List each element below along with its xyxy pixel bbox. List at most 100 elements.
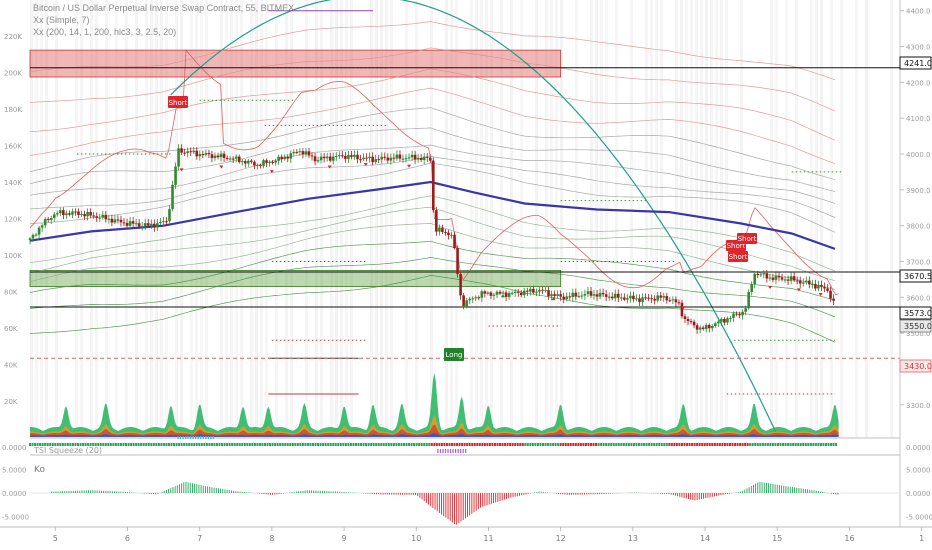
squeeze-dot — [92, 443, 95, 446]
candle-body — [413, 154, 417, 160]
squeeze-dot — [592, 443, 595, 446]
long-badge-1[interactable]: Long — [444, 348, 464, 361]
candle-body — [359, 159, 362, 161]
shading-stripe — [55, 0, 58, 437]
squeeze-dot — [109, 443, 112, 446]
squeeze-dot — [589, 443, 592, 446]
oscillator-right-tick: 0.0000 — [906, 490, 931, 498]
candle-body — [180, 148, 183, 153]
squeeze-dot — [125, 443, 128, 446]
squeeze-dot — [797, 443, 800, 446]
squeeze-dot — [46, 443, 49, 446]
indicator-legend-1[interactable]: Xx (Simple, 7) — [33, 15, 90, 25]
candle-body — [28, 238, 32, 240]
squeeze-dot — [728, 443, 731, 446]
squeeze-dot — [683, 443, 686, 446]
shading-stripe — [90, 0, 93, 437]
price-label-d-text: 3550.0 — [904, 322, 932, 331]
candle-body — [759, 274, 763, 276]
indicator-legend-2[interactable]: Xx (200, 14, 1, 200, hlc3, 3, 2.5, 20) — [33, 27, 177, 37]
symbol-title[interactable]: Bitcoin / US Dollar Perpetual Inverse Sw… — [33, 3, 295, 13]
candle-body — [253, 161, 256, 166]
candle-body — [571, 292, 575, 298]
shading-stripe — [890, 0, 893, 437]
candle-body — [598, 292, 602, 297]
short-badge-3[interactable]: Short — [737, 233, 757, 244]
price-label-d[interactable]: 3550.0 — [899, 319, 932, 333]
shading-stripe — [740, 0, 743, 437]
right-tick-label: 4200.0 — [906, 79, 931, 87]
candle-body — [386, 157, 390, 161]
price-label-b[interactable]: 3670.5 — [899, 269, 932, 283]
candle-body — [780, 277, 784, 280]
squeeze-dot — [319, 443, 322, 446]
time-tick-label: 1 — [919, 534, 924, 543]
shading-stripe — [320, 0, 323, 437]
squeeze-dot — [792, 443, 795, 446]
candle-body — [683, 316, 687, 319]
resistance-zone — [29, 49, 562, 78]
left-tick-label: 80K — [4, 289, 18, 297]
short-badge-4[interactable]: Short — [728, 251, 748, 262]
shading-stripe — [180, 0, 183, 437]
candle-body — [338, 155, 341, 157]
squeeze-dot — [200, 443, 203, 446]
candle-body — [650, 298, 653, 300]
price-label-e[interactable]: 3430.0 — [899, 359, 932, 373]
candle-body — [765, 273, 769, 279]
squeeze-dot — [59, 443, 62, 446]
squeeze-pane — [29, 436, 838, 453]
candle-body — [350, 155, 353, 157]
squeeze-dot — [269, 443, 272, 446]
squeeze-dot — [547, 443, 550, 446]
squeeze-dot — [122, 443, 125, 446]
candle-body — [583, 293, 587, 296]
squeeze-dot — [549, 443, 552, 446]
candle-body — [568, 296, 572, 298]
envelope-band — [29, 21, 836, 81]
squeeze-dot — [271, 443, 274, 446]
squeeze-dot — [155, 443, 158, 446]
candle-body — [735, 313, 738, 315]
short-badge-1[interactable]: Short — [168, 96, 188, 108]
candle-body — [662, 296, 666, 298]
candle-body — [644, 297, 647, 299]
candle-body — [604, 294, 608, 297]
candle-body — [401, 158, 405, 160]
price-label-a[interactable]: 4241.0 — [899, 56, 932, 70]
candle-body — [295, 151, 299, 153]
squeeze-dot — [645, 443, 648, 446]
shading-stripe — [675, 0, 678, 437]
squeeze-dot — [165, 443, 168, 446]
shading-stripe — [775, 0, 778, 437]
candle-body — [37, 227, 41, 235]
candle-body — [726, 318, 729, 323]
price-label-c[interactable]: 3573.0 — [899, 306, 932, 320]
squeeze-dot — [511, 443, 514, 446]
squeeze-dot — [617, 443, 620, 446]
price-label-a-text: 4241.0 — [904, 59, 932, 68]
squeeze-dot — [344, 443, 347, 446]
squeeze-dot — [562, 443, 565, 446]
volume-layer — [30, 432, 839, 437]
envelope-band — [29, 47, 836, 112]
left-tick-label: 160K — [4, 143, 22, 151]
squeeze-dot — [218, 443, 221, 446]
candle-body — [289, 153, 293, 159]
squeeze-dot — [807, 443, 810, 446]
shading-stripe — [650, 0, 653, 437]
squeeze-dot — [731, 443, 734, 446]
squeeze-dot — [678, 443, 681, 446]
shading-stripe — [255, 0, 258, 437]
squeeze-marker — [192, 436, 194, 439]
candle-body — [65, 213, 68, 215]
squeeze-dot — [741, 443, 744, 446]
shading-stripe — [30, 0, 33, 437]
squeeze-dot — [787, 443, 790, 446]
shading-stripe — [550, 0, 553, 437]
candle-body — [43, 218, 47, 226]
squeeze-dot — [817, 443, 820, 446]
squeeze-dot — [506, 443, 509, 446]
squeeze-dot — [814, 443, 817, 446]
envelope-band — [29, 275, 836, 343]
